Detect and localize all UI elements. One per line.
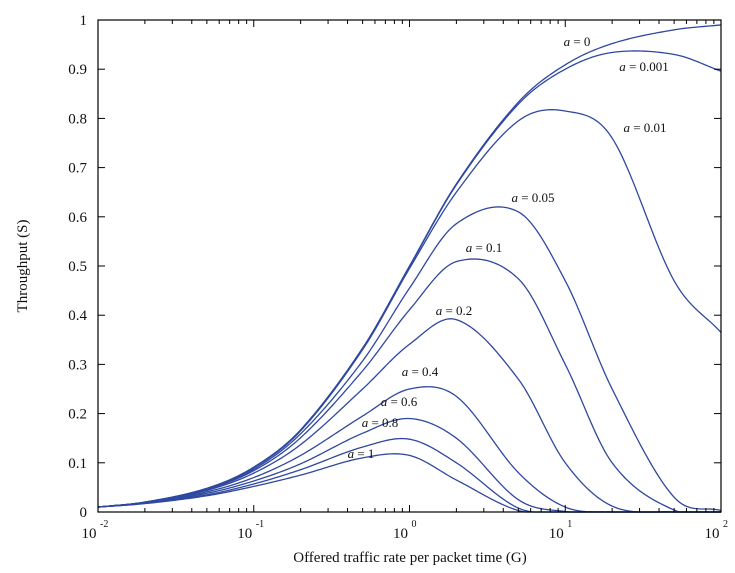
x-tick-label: 10 [82, 526, 97, 542]
y-tick-label: 0.1 [68, 456, 87, 472]
curve-label: a = 0.6 [381, 394, 418, 409]
y-tick-label: 0.9 [68, 62, 87, 78]
x-tick-exponent: -1 [256, 519, 264, 530]
curve-label: a = 0.01 [623, 120, 666, 135]
curve-label: a = 0.8 [362, 415, 399, 430]
y-tick-label: 0.3 [68, 357, 87, 373]
x-tick-label: 10 [549, 526, 564, 542]
series-line-8 [97, 437, 721, 513]
curve-label: a = 0.2 [436, 303, 473, 318]
x-tick-exponent: 1 [567, 519, 572, 530]
series-layer [97, 24, 722, 513]
y-tick-label: 0.2 [68, 407, 87, 423]
tick-marks [97, 19, 721, 513]
y-tick-label: 0.4 [68, 308, 87, 324]
x-tick-label: 10 [705, 526, 720, 542]
x-tick-label: 10 [393, 526, 408, 542]
curve-label: a = 0 [564, 34, 591, 49]
series-line-5 [97, 318, 721, 513]
curve-labels: a = 0 a = 0.001 a = 0.01 a = 0.05 a = 0.1 a =… [348, 34, 669, 461]
y-tick-label: 0 [80, 505, 88, 521]
series-line-3 [97, 206, 722, 512]
x-tick-label: 10 [237, 526, 252, 542]
curve-label: a = 0.05 [511, 190, 554, 205]
curve-label: a = 0.1 [466, 240, 503, 255]
curve-label: a = 1 [348, 446, 375, 461]
series-line-4 [97, 258, 722, 513]
y-axis-title: Throughput (S) [15, 220, 31, 313]
y-tick-label: 0.5 [68, 259, 87, 275]
y-tick-label: 0.7 [68, 161, 87, 177]
y-tick-label: 1 [80, 13, 88, 29]
x-axis-title: Offered traffic rate per packet time (G) [293, 550, 526, 566]
curve-label: a = 0.4 [402, 364, 439, 379]
x-tick-exponent: -2 [100, 519, 108, 530]
x-tick-exponent: 2 [723, 519, 728, 530]
curve-label: a = 0.001 [619, 59, 669, 74]
series-line-2 [97, 109, 722, 508]
y-tick-label: 0.6 [68, 210, 87, 226]
series-line-9 [97, 453, 721, 513]
y-tick-labels: 0 0.1 0.2 0.3 0.4 0.5 0.6 0.7 0.8 0.9 1 [68, 13, 87, 521]
x-tick-exponent: 0 [412, 519, 417, 530]
y-tick-label: 0.8 [68, 111, 87, 127]
